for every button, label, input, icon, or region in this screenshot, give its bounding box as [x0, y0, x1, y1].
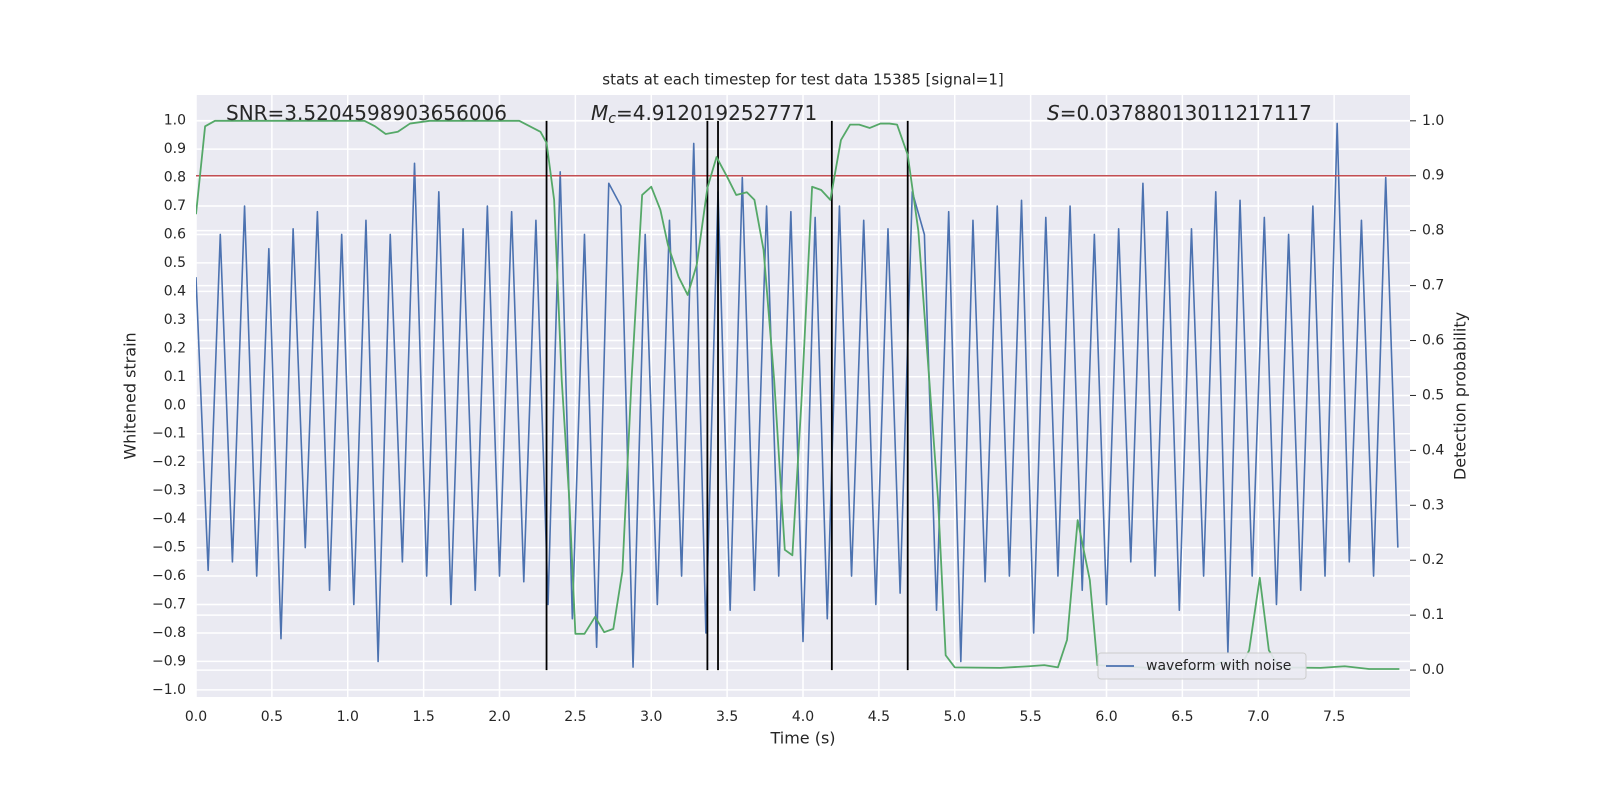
y-axis-label: Whitened strain — [121, 332, 140, 459]
x-tick-label: 4.0 — [792, 709, 814, 725]
x-tick-label: 1.5 — [412, 709, 434, 725]
y2-tick-label: 0.0 — [1422, 662, 1444, 678]
x-tick-label: 0.0 — [185, 709, 207, 725]
x-tick-label: 3.5 — [716, 709, 738, 725]
y2-tick-label: 0.2 — [1422, 552, 1444, 568]
y-tick-label: 0.0 — [164, 397, 186, 413]
y-tick-label: −0.7 — [152, 596, 186, 612]
annotation-symbol: M — [591, 101, 608, 125]
y-tick-label: −0.3 — [152, 483, 186, 499]
x-tick-label: 6.5 — [1171, 709, 1193, 725]
x-tick-label: 5.0 — [944, 709, 966, 725]
y2-tick-label: 0.9 — [1422, 168, 1444, 184]
y-tick-label: −0.6 — [152, 568, 186, 584]
y-tick-label: −0.8 — [152, 625, 186, 641]
x-tick-label: 4.5 — [868, 709, 890, 725]
annotation-subscript: c — [608, 111, 616, 127]
series-line — [196, 122, 1399, 668]
y-tick-label: 0.4 — [164, 283, 186, 299]
x-tick-label: 6.0 — [1095, 709, 1117, 725]
y2-tick-label: 0.5 — [1422, 387, 1444, 403]
legend-box — [1097, 652, 1307, 680]
y2-tick-label: 0.6 — [1422, 333, 1444, 349]
annotation-text: =4.9120192527771 — [616, 101, 817, 125]
y2-tick-label: 0.4 — [1422, 442, 1444, 458]
x-tick-label: 7.5 — [1323, 709, 1345, 725]
y2-tick-label: 0.3 — [1422, 497, 1444, 513]
y-tick-label: 1.0 — [164, 113, 186, 129]
y-tick-label: 0.6 — [164, 226, 186, 242]
y2-tick-label: 0.8 — [1422, 223, 1444, 239]
y-tick-label: 0.3 — [164, 312, 186, 328]
x-tick-label: 1.0 — [337, 709, 359, 725]
x-tick-label: 3.0 — [640, 709, 662, 725]
x-axis-label: Time (s) — [769, 729, 835, 748]
x-tick-label: 0.5 — [261, 709, 283, 725]
y-tick-label: −0.5 — [152, 540, 186, 556]
y2-tick-label: 0.1 — [1422, 607, 1444, 623]
y2-tick-label: 1.0 — [1422, 113, 1444, 129]
y-tick-label: 0.5 — [164, 255, 186, 271]
annotation-text: SNR=3.5204598903656006 — [226, 101, 507, 125]
y-tick-label: −0.2 — [152, 454, 186, 470]
y-tick-label: −0.1 — [152, 426, 186, 442]
y2-axis-label: Detection probability — [1451, 312, 1470, 480]
y-tick-label: 0.2 — [164, 340, 186, 356]
overlay: SNR=3.5204598903656006 Mc=4.9120192527771… — [226, 101, 1312, 680]
annotation: SNR=3.5204598903656006 — [226, 101, 507, 125]
y-tick-label: 0.1 — [164, 369, 186, 385]
x-tick-label: 5.5 — [1019, 709, 1041, 725]
x-tick-label: 7.0 — [1247, 709, 1269, 725]
y-tick-label: 0.7 — [164, 198, 186, 214]
y2-tick-label: 0.7 — [1422, 278, 1444, 294]
chart-title: stats at each timestep for test data 153… — [602, 71, 1003, 89]
legend-label: waveform with noise — [1146, 658, 1291, 674]
x-tick-label: 2.0 — [488, 709, 510, 725]
annotation-text: =0.03788013011217117 — [1060, 101, 1312, 125]
y-tick-label: −0.9 — [152, 653, 186, 669]
y-tick-label: −0.4 — [152, 511, 186, 527]
annotation: S=0.03788013011217117 — [1047, 101, 1312, 125]
annotation-symbol: S — [1047, 101, 1060, 125]
y-tick-label: 0.9 — [164, 141, 186, 157]
annotation: Mc=4.9120192527771 — [591, 101, 817, 128]
y-tick-label: −1.0 — [152, 682, 186, 698]
y-tick-label: 0.8 — [164, 170, 186, 186]
x-tick-label: 2.5 — [564, 709, 586, 725]
